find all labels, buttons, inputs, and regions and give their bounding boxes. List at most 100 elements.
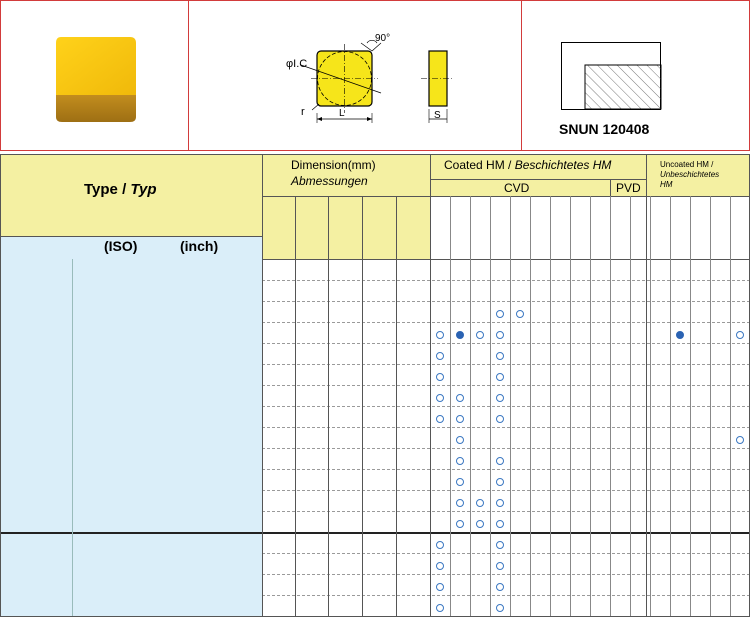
availability-mark [436,394,444,402]
row-separator [262,427,750,428]
availability-mark [516,310,524,318]
table-rule [510,196,511,616]
availability-mark [456,415,464,423]
availability-mark [436,604,444,612]
availability-mark [496,331,504,339]
table-rule [530,196,531,616]
row-separator [262,385,750,386]
availability-mark [736,331,744,339]
availability-mark [496,310,504,318]
availability-mark [436,541,444,549]
availability-mark [496,520,504,528]
row-separator [262,301,750,302]
availability-mark [456,436,464,444]
dimension-title-de: Abmessungen [291,174,368,188]
table-rule [262,196,750,197]
row-separator [262,574,750,575]
pvd-label: PVD [616,181,641,195]
row-separator [262,553,750,554]
availability-mark [436,583,444,591]
table-rule [730,196,731,616]
availability-mark [736,436,744,444]
availability-mark [496,583,504,591]
insert-dimension-drawing: φI.C 90° r L S [286,33,453,123]
table-rule [430,154,431,616]
cvd-label: CVD [504,181,530,195]
row-separator [262,511,750,512]
dimension-header-cell [262,154,430,196]
table-rule [610,196,611,616]
table-rule [450,196,451,616]
table-rule [490,196,491,616]
uncoated-title: Uncoated HM / [660,160,714,169]
dim-r-label: r [301,106,305,118]
table-rule [590,196,591,616]
row-separator [262,280,750,281]
illustration-band: φI.C 90° r L S SNUN 120408 [0,0,750,151]
table-rule [0,236,262,237]
coated-header-cell [430,154,646,179]
row-separator [262,406,750,407]
availability-mark [456,478,464,486]
table-rule [610,179,611,196]
table-rule [650,196,651,616]
availability-mark [476,331,484,339]
availability-mark [496,394,504,402]
availability-mark [456,331,464,339]
section-view-drawing [561,42,662,110]
availability-mark [496,352,504,360]
table-rule [646,154,647,616]
table-rule [550,196,551,616]
iso-column-bg [0,236,262,616]
type-label: Type / [84,181,131,198]
dim-s-label: S [434,110,441,121]
availability-mark [496,478,504,486]
availability-mark [496,373,504,381]
row-separator [262,322,750,323]
iso-header: (ISO) [104,238,138,254]
uncoated-title-de2: HM [660,180,673,189]
cvd-pvd-header-cell [430,179,646,196]
dim-ic-label: φI.C [286,58,307,70]
table-rule [0,154,750,155]
dim-angle-label: 90° [375,33,390,44]
row-separator [262,364,750,365]
inch-header: (inch) [180,238,219,254]
table-rule [690,196,691,616]
insert-grade-table: Type / Typ Dimension(mm) Abmessungen Coa… [0,154,750,617]
table-rule [710,196,711,616]
availability-mark [436,331,444,339]
table-rule [328,196,329,616]
table-rule [72,259,73,616]
table-rule [295,196,296,616]
availability-mark [496,541,504,549]
availability-mark [456,457,464,465]
availability-mark [436,373,444,381]
dimension-title: Dimension(mm) [291,158,376,172]
availability-mark [456,499,464,507]
table-rule [0,154,1,616]
dim-col-header-cell [262,196,396,259]
availability-mark [436,562,444,570]
availability-mark [456,394,464,402]
table-rule [362,196,363,616]
row-separator [262,595,750,596]
availability-mark [436,352,444,360]
availability-mark [436,415,444,423]
availability-mark [496,499,504,507]
availability-mark [476,520,484,528]
illustration-caption: SNUN 120408 [559,121,650,137]
insert-photo [56,37,136,122]
coated-label-de: Beschichtetes HM [514,158,612,172]
uncoated-header-cell [646,154,750,196]
row-separator [262,448,750,449]
type-label-de: Typ [130,181,157,198]
row-separator [262,343,750,344]
availability-mark [476,499,484,507]
uncoated-title-de: Unbeschichtetes [660,170,720,179]
group-separator [0,532,750,534]
availability-mark [496,415,504,423]
coated-label: Coated HM / [444,158,515,172]
table-rule [262,259,750,260]
dim-l-label: L [339,108,345,119]
